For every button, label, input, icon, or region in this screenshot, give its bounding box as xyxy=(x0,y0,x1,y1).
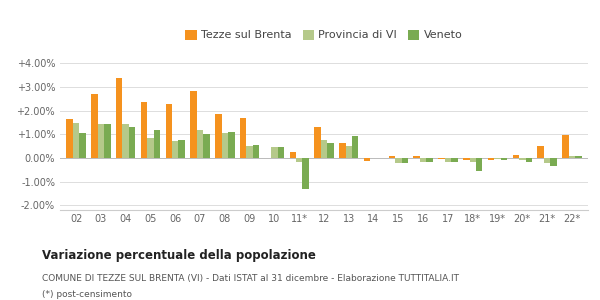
Bar xyxy=(488,158,494,160)
Bar xyxy=(302,158,309,189)
Bar xyxy=(91,94,98,158)
Bar xyxy=(575,156,581,158)
Bar xyxy=(178,140,185,158)
Bar xyxy=(253,145,259,158)
Bar xyxy=(476,158,482,171)
Text: (*) post-censimento: (*) post-censimento xyxy=(42,290,132,299)
Bar xyxy=(79,133,86,158)
Bar xyxy=(154,130,160,158)
Bar xyxy=(147,138,154,158)
Bar xyxy=(240,118,247,158)
Bar xyxy=(271,147,278,158)
Bar xyxy=(544,158,550,163)
Bar xyxy=(445,158,451,161)
Bar xyxy=(278,147,284,158)
Bar xyxy=(420,158,427,161)
Bar xyxy=(215,114,221,158)
Bar xyxy=(519,158,526,160)
Bar xyxy=(116,78,122,158)
Bar xyxy=(296,158,302,162)
Bar xyxy=(197,130,203,158)
Bar xyxy=(346,146,352,158)
Bar xyxy=(67,119,73,158)
Bar xyxy=(501,158,507,160)
Bar xyxy=(494,158,501,159)
Bar xyxy=(569,156,575,158)
Bar xyxy=(470,158,476,161)
Bar xyxy=(550,158,557,166)
Bar xyxy=(166,103,172,158)
Bar xyxy=(228,132,235,158)
Bar xyxy=(526,158,532,162)
Bar xyxy=(122,124,129,158)
Bar xyxy=(427,158,433,161)
Bar xyxy=(395,158,401,163)
Bar xyxy=(172,142,178,158)
Bar xyxy=(190,91,197,158)
Bar xyxy=(129,127,136,158)
Bar xyxy=(314,127,321,158)
Bar xyxy=(104,124,110,158)
Bar xyxy=(339,143,346,158)
Bar xyxy=(247,146,253,158)
Bar xyxy=(141,103,147,158)
Bar xyxy=(451,158,458,161)
Bar xyxy=(438,158,445,159)
Bar xyxy=(512,155,519,158)
Legend: Tezze sul Brenta, Provincia di VI, Veneto: Tezze sul Brenta, Provincia di VI, Venet… xyxy=(181,25,467,45)
Bar xyxy=(562,135,569,158)
Bar xyxy=(221,133,228,158)
Bar xyxy=(327,142,334,158)
Text: COMUNE DI TEZZE SUL BRENTA (VI) - Dati ISTAT al 31 dicembre - Elaborazione TUTTI: COMUNE DI TEZZE SUL BRENTA (VI) - Dati I… xyxy=(42,274,459,283)
Bar xyxy=(73,122,79,158)
Bar xyxy=(203,134,210,158)
Bar xyxy=(401,158,408,163)
Bar xyxy=(463,158,470,160)
Bar xyxy=(98,124,104,158)
Text: Variazione percentuale della popolazione: Variazione percentuale della popolazione xyxy=(42,250,316,262)
Bar xyxy=(389,156,395,158)
Bar xyxy=(364,158,370,161)
Bar xyxy=(352,136,358,158)
Bar xyxy=(321,140,327,158)
Bar xyxy=(290,152,296,158)
Bar xyxy=(538,146,544,158)
Bar xyxy=(413,156,420,158)
